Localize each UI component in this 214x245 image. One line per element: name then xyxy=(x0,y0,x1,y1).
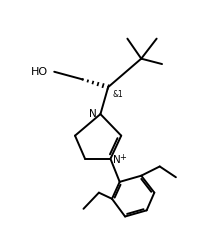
Text: N: N xyxy=(89,109,97,119)
Text: +: + xyxy=(119,153,126,162)
Text: N: N xyxy=(113,155,120,165)
Text: &1: &1 xyxy=(113,90,123,99)
Text: HO: HO xyxy=(31,67,48,77)
